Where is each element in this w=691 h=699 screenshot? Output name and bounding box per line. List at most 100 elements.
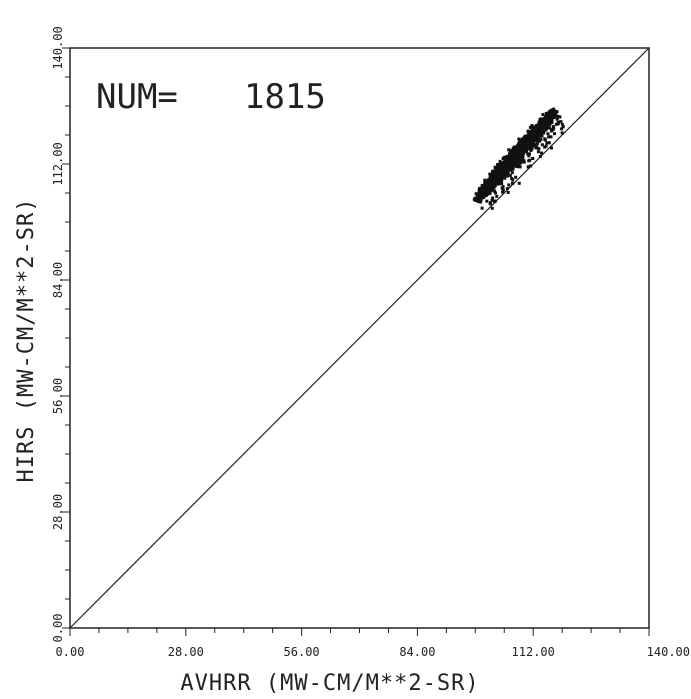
data-point [480, 194, 484, 198]
data-point [553, 132, 557, 136]
x-tick-label: 56.00 [284, 645, 320, 659]
data-point [488, 201, 492, 205]
data-point [515, 165, 519, 169]
data-point [527, 154, 531, 158]
x-tick-label: 84.00 [399, 645, 435, 659]
data-point [501, 162, 505, 166]
data-point [532, 133, 536, 137]
data-point [539, 137, 543, 141]
data-point [539, 121, 543, 125]
data-point [478, 190, 482, 194]
data-point [501, 172, 505, 176]
data-point [502, 169, 506, 173]
y-tick-label: 56.00 [51, 378, 65, 414]
data-point [520, 155, 524, 159]
data-point [489, 175, 493, 179]
data-point [491, 196, 495, 200]
data-point [544, 128, 548, 132]
data-point [479, 198, 483, 202]
data-point [529, 149, 533, 153]
y-axis-ticks: 0.00 28.00 56.00 84.00 112.00 140.00 [51, 26, 70, 642]
data-point [512, 161, 516, 165]
data-point [498, 159, 502, 163]
data-point [539, 132, 543, 136]
data-point [547, 141, 551, 145]
x-tick-label: 140.00 [647, 645, 690, 659]
data-point [478, 195, 482, 199]
data-point [528, 130, 532, 134]
data-point [480, 190, 484, 194]
data-point [548, 126, 552, 130]
data-point [521, 138, 525, 142]
data-point [521, 147, 525, 151]
data-point [485, 185, 489, 189]
data-point [511, 181, 515, 185]
data-point [488, 192, 492, 196]
data-point [547, 122, 551, 126]
data-point [526, 165, 530, 169]
data-point [550, 119, 554, 123]
data-point [547, 119, 551, 123]
data-point [536, 135, 540, 139]
data-point [554, 111, 558, 115]
x-axis-ticks: 0.00 28.00 56.00 84.00 112.00 140.00 [56, 628, 690, 659]
data-point [555, 117, 559, 121]
data-point [521, 142, 525, 146]
data-point [490, 182, 494, 186]
data-point [518, 144, 522, 148]
data-point [512, 164, 516, 168]
data-point [481, 192, 485, 196]
data-point [491, 174, 495, 178]
data-point [530, 123, 534, 127]
data-point [532, 141, 536, 145]
data-point [548, 109, 552, 113]
data-point [534, 132, 538, 136]
data-point [527, 146, 531, 150]
data-point [532, 144, 536, 148]
data-point [530, 147, 534, 151]
data-point [530, 144, 534, 148]
data-point [510, 171, 514, 175]
data-point [474, 192, 478, 196]
data-point [490, 169, 494, 173]
data-point [544, 121, 548, 125]
data-point [482, 195, 486, 199]
data-point [561, 125, 565, 129]
data-point [497, 182, 501, 186]
count-annotation-value: 1815 [244, 77, 326, 117]
data-point [518, 161, 522, 165]
count-annotation-label: NUM= [96, 77, 178, 117]
data-point [488, 181, 492, 185]
data-point [507, 161, 511, 165]
data-point [493, 180, 497, 184]
data-point [504, 168, 508, 172]
data-point [520, 150, 524, 154]
data-point [505, 155, 509, 159]
data-point [489, 188, 493, 192]
data-point [542, 122, 546, 126]
data-point [560, 131, 564, 135]
data-point [532, 140, 536, 144]
data-point [485, 199, 489, 203]
data-point [483, 178, 487, 182]
data-point [514, 175, 518, 179]
data-point [509, 164, 513, 168]
data-point [516, 149, 520, 153]
data-point [512, 146, 516, 150]
data-point [477, 197, 481, 201]
data-point [519, 139, 523, 143]
data-point [491, 171, 495, 175]
data-point [518, 165, 522, 169]
y-tick-label: 140.00 [51, 26, 65, 69]
data-point [510, 176, 514, 180]
data-point [528, 141, 532, 145]
data-point [505, 187, 509, 191]
data-point [523, 134, 527, 138]
data-point [528, 125, 532, 129]
data-point [490, 206, 494, 210]
data-point [543, 138, 547, 142]
data-point [534, 134, 538, 138]
data-point [523, 149, 527, 153]
data-point [494, 191, 498, 195]
data-point [504, 162, 508, 166]
